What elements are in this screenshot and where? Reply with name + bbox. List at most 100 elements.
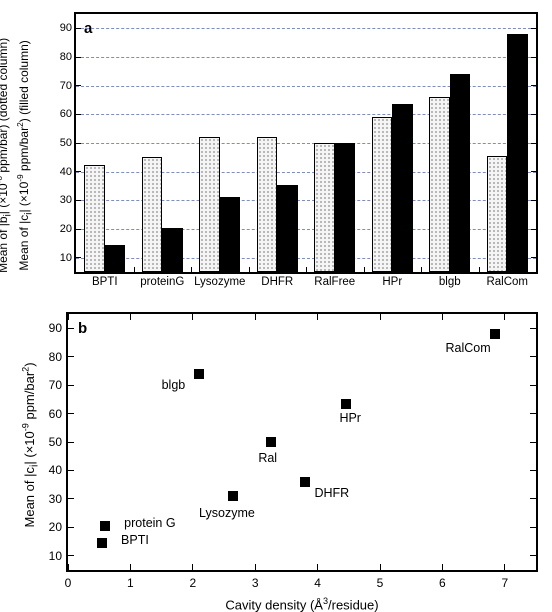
tick-mark: [68, 328, 74, 329]
tick-mark: [530, 470, 536, 471]
tick-mark: [530, 442, 536, 443]
tick-mark: [134, 267, 135, 273]
tick-mark: [531, 85, 536, 86]
tick-mark: [442, 314, 443, 320]
panel-a-ytick: 20: [60, 223, 76, 235]
tick-mark: [255, 564, 256, 570]
tick-mark: [68, 555, 74, 556]
bar-solid: [220, 197, 241, 272]
panel-a-category: BPTI: [92, 272, 118, 288]
tick-mark: [76, 257, 81, 258]
tick-mark: [68, 356, 74, 357]
tick-mark: [68, 442, 74, 443]
tick-mark: [530, 527, 536, 528]
tick-mark: [530, 356, 536, 357]
tick-mark: [530, 555, 536, 556]
scatter-marker: [228, 491, 238, 501]
panel-b-ytick: 90: [49, 321, 68, 335]
tick-mark: [530, 498, 536, 499]
bar-dotted: [372, 117, 393, 272]
tick-mark: [306, 267, 307, 273]
panel-b-ytick: 20: [49, 520, 68, 534]
tick-mark: [68, 413, 74, 414]
panel-b-axes: b 10203040506070809001234567BPTIprotein …: [66, 312, 538, 572]
bar-dotted: [142, 157, 163, 272]
bar-solid: [450, 74, 471, 272]
panel-a-category: RalCom: [486, 272, 528, 288]
tick-mark: [531, 143, 536, 144]
tick-mark: [192, 564, 193, 570]
scatter-marker: [300, 477, 310, 487]
panel-b-ytick: 40: [49, 463, 68, 477]
tick-mark: [76, 85, 81, 86]
panel-a-category: proteinG: [140, 272, 184, 288]
scatter-marker: [194, 369, 204, 379]
bar-dotted: [84, 165, 105, 273]
panel-a-category: RalFree: [314, 272, 355, 288]
bar-solid: [277, 185, 298, 272]
panel-a-ytick: 30: [60, 194, 76, 206]
tick-mark: [504, 314, 505, 320]
panel-b-xtick: 5: [377, 570, 384, 590]
bar-solid: [335, 143, 356, 272]
tick-mark: [68, 498, 74, 499]
tick-mark: [531, 229, 536, 230]
tick-mark: [76, 114, 81, 115]
panel-a-ylabel-line2: Mean of |ci| (×10-9 ppm/bar2) (filled co…: [18, 40, 32, 270]
panel-a-ylabel: Mean of |bi| (×10-6 ppm/bar) (dotted col…: [2, 10, 28, 300]
tick-mark: [380, 564, 381, 570]
bar-solid: [507, 34, 528, 272]
tick-mark: [530, 413, 536, 414]
tick-mark: [68, 385, 74, 386]
tick-mark: [531, 114, 536, 115]
tick-mark: [130, 314, 131, 320]
bar-solid: [162, 228, 183, 272]
panel-a-ylabel-line1: Mean of |bi| (×10-6 ppm/bar) (dotted col…: [0, 37, 11, 272]
tick-mark: [68, 564, 69, 570]
tick-mark: [531, 57, 536, 58]
tick-mark: [192, 314, 193, 320]
tick-mark: [68, 470, 74, 471]
panel-b-ytick: 50: [49, 435, 68, 449]
panel-a-category: DHFR: [261, 272, 293, 288]
scatter-marker: [341, 399, 351, 409]
scatter-label: blgb: [162, 378, 186, 392]
tick-mark: [76, 171, 81, 172]
panel-a-ytick: 70: [60, 80, 76, 92]
panel-b-xtick: 4: [314, 570, 321, 590]
panel-a-ytick: 50: [60, 137, 76, 149]
panel-b-ytick: 10: [49, 549, 68, 563]
tick-mark: [317, 564, 318, 570]
tick-mark: [249, 267, 250, 273]
scatter-label: Lysozyme: [199, 506, 255, 520]
scatter-label: RalCom: [446, 341, 491, 355]
scatter-marker: [266, 437, 276, 447]
tick-mark: [504, 564, 505, 570]
panel-a-axes: a 102030405060708090BPTIproteinGLysozyme…: [74, 12, 538, 274]
tick-mark: [255, 314, 256, 320]
figure: Mean of |bi| (×10-6 ppm/bar) (dotted col…: [0, 0, 552, 610]
panel-b-ytick: 30: [49, 492, 68, 506]
panel-a-category: HPr: [382, 272, 402, 288]
tick-mark: [531, 200, 536, 201]
scatter-marker: [97, 538, 107, 548]
scatter-marker: [100, 521, 110, 531]
tick-mark: [530, 385, 536, 386]
bar-dotted: [257, 137, 278, 272]
tick-mark: [531, 171, 536, 172]
tick-mark: [530, 328, 536, 329]
tick-mark: [76, 200, 81, 201]
panel-b-ytick: 80: [49, 350, 68, 364]
tick-mark: [76, 57, 81, 58]
tick-mark: [68, 314, 69, 320]
scatter-label: protein G: [124, 516, 175, 530]
panel-b-xtick: 1: [127, 570, 134, 590]
panel-a-gridline: [76, 28, 536, 29]
tick-mark: [76, 143, 81, 144]
panel-b-xtick: 7: [501, 570, 508, 590]
bar-dotted: [314, 143, 335, 272]
panel-b-ylabel-wrap: Mean of |ci| (×10-9 ppm/bar2): [20, 310, 42, 580]
panel-b-ylabel: Mean of |ci| (×10-9 ppm/bar2): [21, 362, 41, 527]
tick-mark: [531, 257, 536, 258]
panel-b-ytick: 70: [49, 378, 68, 392]
